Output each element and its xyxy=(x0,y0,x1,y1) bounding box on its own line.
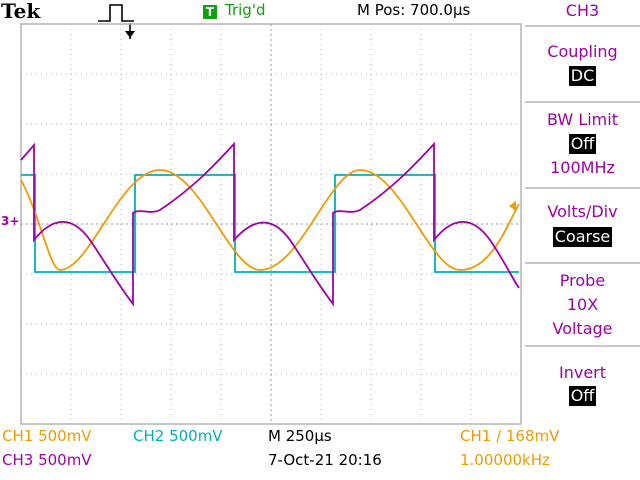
ch1-waveform xyxy=(20,169,520,271)
probe-type[interactable]: Voltage xyxy=(552,319,613,338)
brand-logo: Tek xyxy=(1,0,41,23)
bw-limit-frequency: 100MHz xyxy=(550,158,615,177)
ch3-waveform xyxy=(20,141,520,307)
invert-label[interactable]: Invert xyxy=(558,363,607,382)
invert-button[interactable]: Off xyxy=(525,386,640,406)
invert-value: Off xyxy=(568,386,597,406)
menu-divider xyxy=(525,187,640,189)
trigger-status-icon: T xyxy=(203,5,217,19)
volts-div-value: Coarse xyxy=(552,227,613,247)
volts-div-label[interactable]: Volts/Div xyxy=(547,202,618,221)
trigger-frequency: 1.00000kHz xyxy=(460,451,550,469)
probe-attenuation[interactable]: 10X xyxy=(566,295,599,314)
ch2-waveform xyxy=(21,174,519,273)
coupling-button[interactable]: DC xyxy=(525,66,640,86)
ch1-trigger-level-marker xyxy=(509,201,516,211)
date-time: 7-Oct-21 20:16 xyxy=(268,451,382,469)
menu-channel-title: CH3 xyxy=(565,1,600,20)
menu-divider xyxy=(525,101,640,103)
menu-divider xyxy=(525,262,640,264)
menu-divider xyxy=(525,25,640,27)
ch2-scale: CH2 500mV xyxy=(133,427,223,445)
coupling-label[interactable]: Coupling xyxy=(547,42,618,61)
bw-limit-label[interactable]: BW Limit xyxy=(547,110,618,129)
trigger-edge-icon xyxy=(98,4,135,39)
bw-limit-button[interactable]: Off xyxy=(525,134,640,154)
probe-label[interactable]: Probe xyxy=(559,271,606,290)
ch3-ground-marker: 3+ xyxy=(1,214,20,228)
ch1-scale: CH1 500mV xyxy=(2,427,92,445)
ch3-scale: CH3 500mV xyxy=(2,451,92,469)
trigger-level: CH1 ∕ 168mV xyxy=(460,427,560,445)
timebase: M 250µs xyxy=(268,427,332,445)
menu-divider xyxy=(525,345,640,347)
coupling-value: DC xyxy=(568,66,597,86)
volts-div-button[interactable]: Coarse xyxy=(525,227,640,247)
bw-limit-value: Off xyxy=(568,134,597,154)
trigger-status: Trig'd xyxy=(225,1,266,19)
horizontal-position: M Pos: 700.0µs xyxy=(357,1,471,19)
